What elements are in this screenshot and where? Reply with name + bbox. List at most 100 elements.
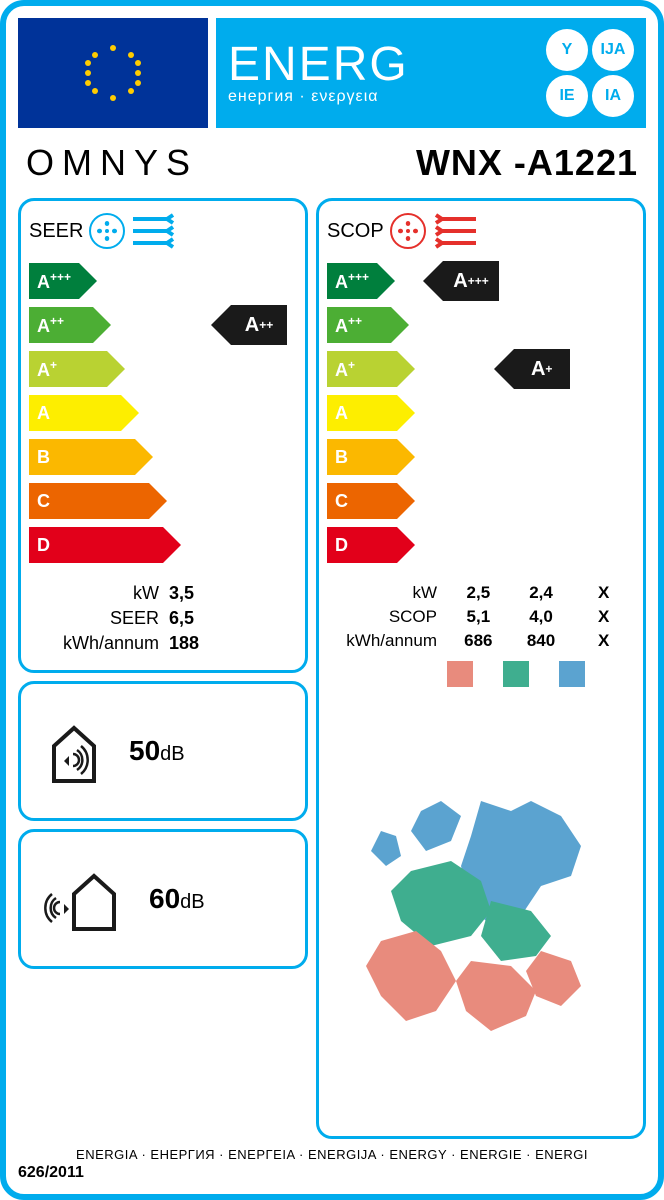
energy-title: ENERG: [228, 41, 409, 89]
scop-stat-label: SCOP: [327, 607, 447, 627]
scop-stat-value: 2,5: [447, 583, 510, 603]
scop-stat-value: X: [572, 583, 635, 603]
energy-class-label: A: [37, 403, 50, 424]
fan-cool-icon: [89, 213, 125, 249]
energy-class-label: A++: [37, 314, 64, 337]
scop-panel: SCOP A+++A++A+ABCD A+++A+ kW2,52,4XSCOP5…: [316, 198, 646, 1139]
scop-stats-row: kW2,52,4X: [327, 583, 635, 603]
suffix-badge: IJA: [592, 29, 634, 71]
energy-class-row: C: [327, 481, 427, 521]
energy-class-row: A++: [327, 305, 427, 345]
energy-class-label: B: [37, 447, 50, 468]
scop-stat-value: 4,0: [510, 607, 573, 627]
scop-stats-row: SCOP5,14,0X: [327, 607, 635, 627]
scop-stat-value: 840: [510, 631, 573, 651]
energy-class-bar: A+++: [29, 263, 79, 299]
scop-stat-value: 686: [447, 631, 510, 651]
scop-energy-bars: A+++ A++ A+ A B C D: [327, 261, 427, 569]
scop-stats-row: kWh/annum686840X: [327, 631, 635, 651]
energy-class-row: A+: [29, 349, 297, 389]
seer-label: SEER: [29, 608, 169, 629]
energy-class-bar: A++: [327, 307, 391, 343]
heat-arrows-icon: [432, 213, 478, 249]
energy-class-label: A+++: [335, 270, 369, 293]
seer-panel: SEER A+++A++A++A+ABCD kW3,5: [18, 198, 308, 673]
scop-stat-value: 2,4: [510, 583, 573, 603]
kw-value: 3,5: [169, 583, 194, 604]
climate-swatch: [447, 661, 473, 687]
scop-column: [568, 261, 635, 569]
energy-class-row: B: [327, 437, 427, 477]
scop-stats: kW2,52,4XSCOP5,14,0XkWh/annum686840X: [327, 583, 635, 655]
cool-arrows-icon: [131, 213, 177, 249]
kwh-label: kWh/annum: [29, 633, 169, 654]
kwh-value: 188: [169, 633, 199, 654]
climate-swatch: [559, 661, 585, 687]
energy-class-row: D: [327, 525, 427, 565]
energy-class-row: C: [29, 481, 297, 521]
scop-stat-label: kWh/annum: [327, 631, 447, 651]
sound-outdoor-icon: [39, 864, 129, 934]
sound-outdoor-unit: dB: [180, 891, 204, 913]
scop-stat-label: kW: [327, 583, 447, 603]
seer-energy-bars: A+++ A++ A++ A+ A BCD: [29, 261, 297, 569]
sound-indoor-value: 50: [129, 735, 160, 766]
scop-column: A+++: [427, 261, 494, 569]
energy-label: ENERG енергия · ενεργεια Y IJA IE IA OMN…: [0, 0, 664, 1200]
europe-map-icon: [331, 781, 631, 1041]
rating-pointer: A++: [231, 305, 287, 345]
energy-class-bar: A+++: [327, 263, 377, 299]
sound-indoor-panel: 50dB: [18, 681, 308, 821]
energy-class-label: A+++: [37, 270, 71, 293]
suffix-badge: IE: [546, 75, 588, 117]
model-number: WNX -A1221: [416, 142, 638, 184]
energy-class-label: D: [335, 535, 348, 556]
sound-indoor-unit: dB: [160, 743, 184, 765]
seer-stats: kW3,5 SEER6,5 kWh/annum188: [29, 583, 297, 658]
brand-name: OMNYS: [26, 142, 198, 184]
suffix-badge: IA: [592, 75, 634, 117]
energy-class-label: B: [335, 447, 348, 468]
energy-class-label: A+: [335, 358, 355, 381]
eu-flag: [18, 18, 208, 128]
energy-suffixes: Y IJA IE IA: [546, 29, 634, 117]
energy-class-bar: B: [327, 439, 397, 475]
sound-indoor-icon: [39, 716, 109, 786]
scop-stat-value: X: [572, 631, 635, 651]
climate-swatch: [503, 661, 529, 687]
energy-class-row: D: [29, 525, 297, 565]
energy-class-bar: A: [327, 395, 397, 431]
header-row: ENERG енергия · ενεργεια Y IJA IE IA: [18, 18, 646, 128]
sound-outdoor-value: 60: [149, 883, 180, 914]
energy-class-bar: A: [29, 395, 121, 431]
energy-class-label: A+: [37, 358, 57, 381]
scop-header: SCOP: [327, 213, 635, 249]
fan-heat-icon: [390, 213, 426, 249]
climate-swatches: [327, 661, 635, 687]
regulation-number: 626/2011: [18, 1164, 646, 1182]
energy-class-label: C: [335, 491, 348, 512]
energy-class-bar: B: [29, 439, 135, 475]
energy-class-label: D: [37, 535, 50, 556]
energy-class-row: B: [29, 437, 297, 477]
europe-map: [327, 697, 635, 1124]
energy-banner: ENERG енергия · ενεργεια Y IJA IE IA: [216, 18, 646, 128]
energy-class-bar: A+: [327, 351, 397, 387]
rating-pointer: A+++: [443, 261, 499, 301]
energy-class-label: A: [335, 403, 348, 424]
energy-class-row: A++ A++: [29, 305, 297, 345]
seer-header: SEER: [29, 213, 297, 249]
brand-row: OMNYS WNX -A1221: [18, 128, 646, 198]
sound-outdoor-panel: 60dB: [18, 829, 308, 969]
energy-class-bar: D: [29, 527, 163, 563]
energy-subtitle: енергия · ενεργεια: [228, 89, 409, 105]
main-panels: SEER A+++A++A++A+ABCD kW3,5: [18, 198, 646, 1139]
energy-class-label: A++: [335, 314, 362, 337]
seer-value: 6,5: [169, 608, 194, 629]
energy-class-row: A+: [327, 349, 427, 389]
seer-title: SEER: [29, 220, 83, 243]
scop-title: SCOP: [327, 220, 384, 243]
rating-pointer: A+: [514, 349, 570, 389]
footer-languages: ENERGIA · ЕНЕРГИЯ · ΕΝΕΡΓΕΙΑ · ENERGIJA …: [18, 1147, 646, 1162]
energy-class-row: A+++: [327, 261, 427, 301]
